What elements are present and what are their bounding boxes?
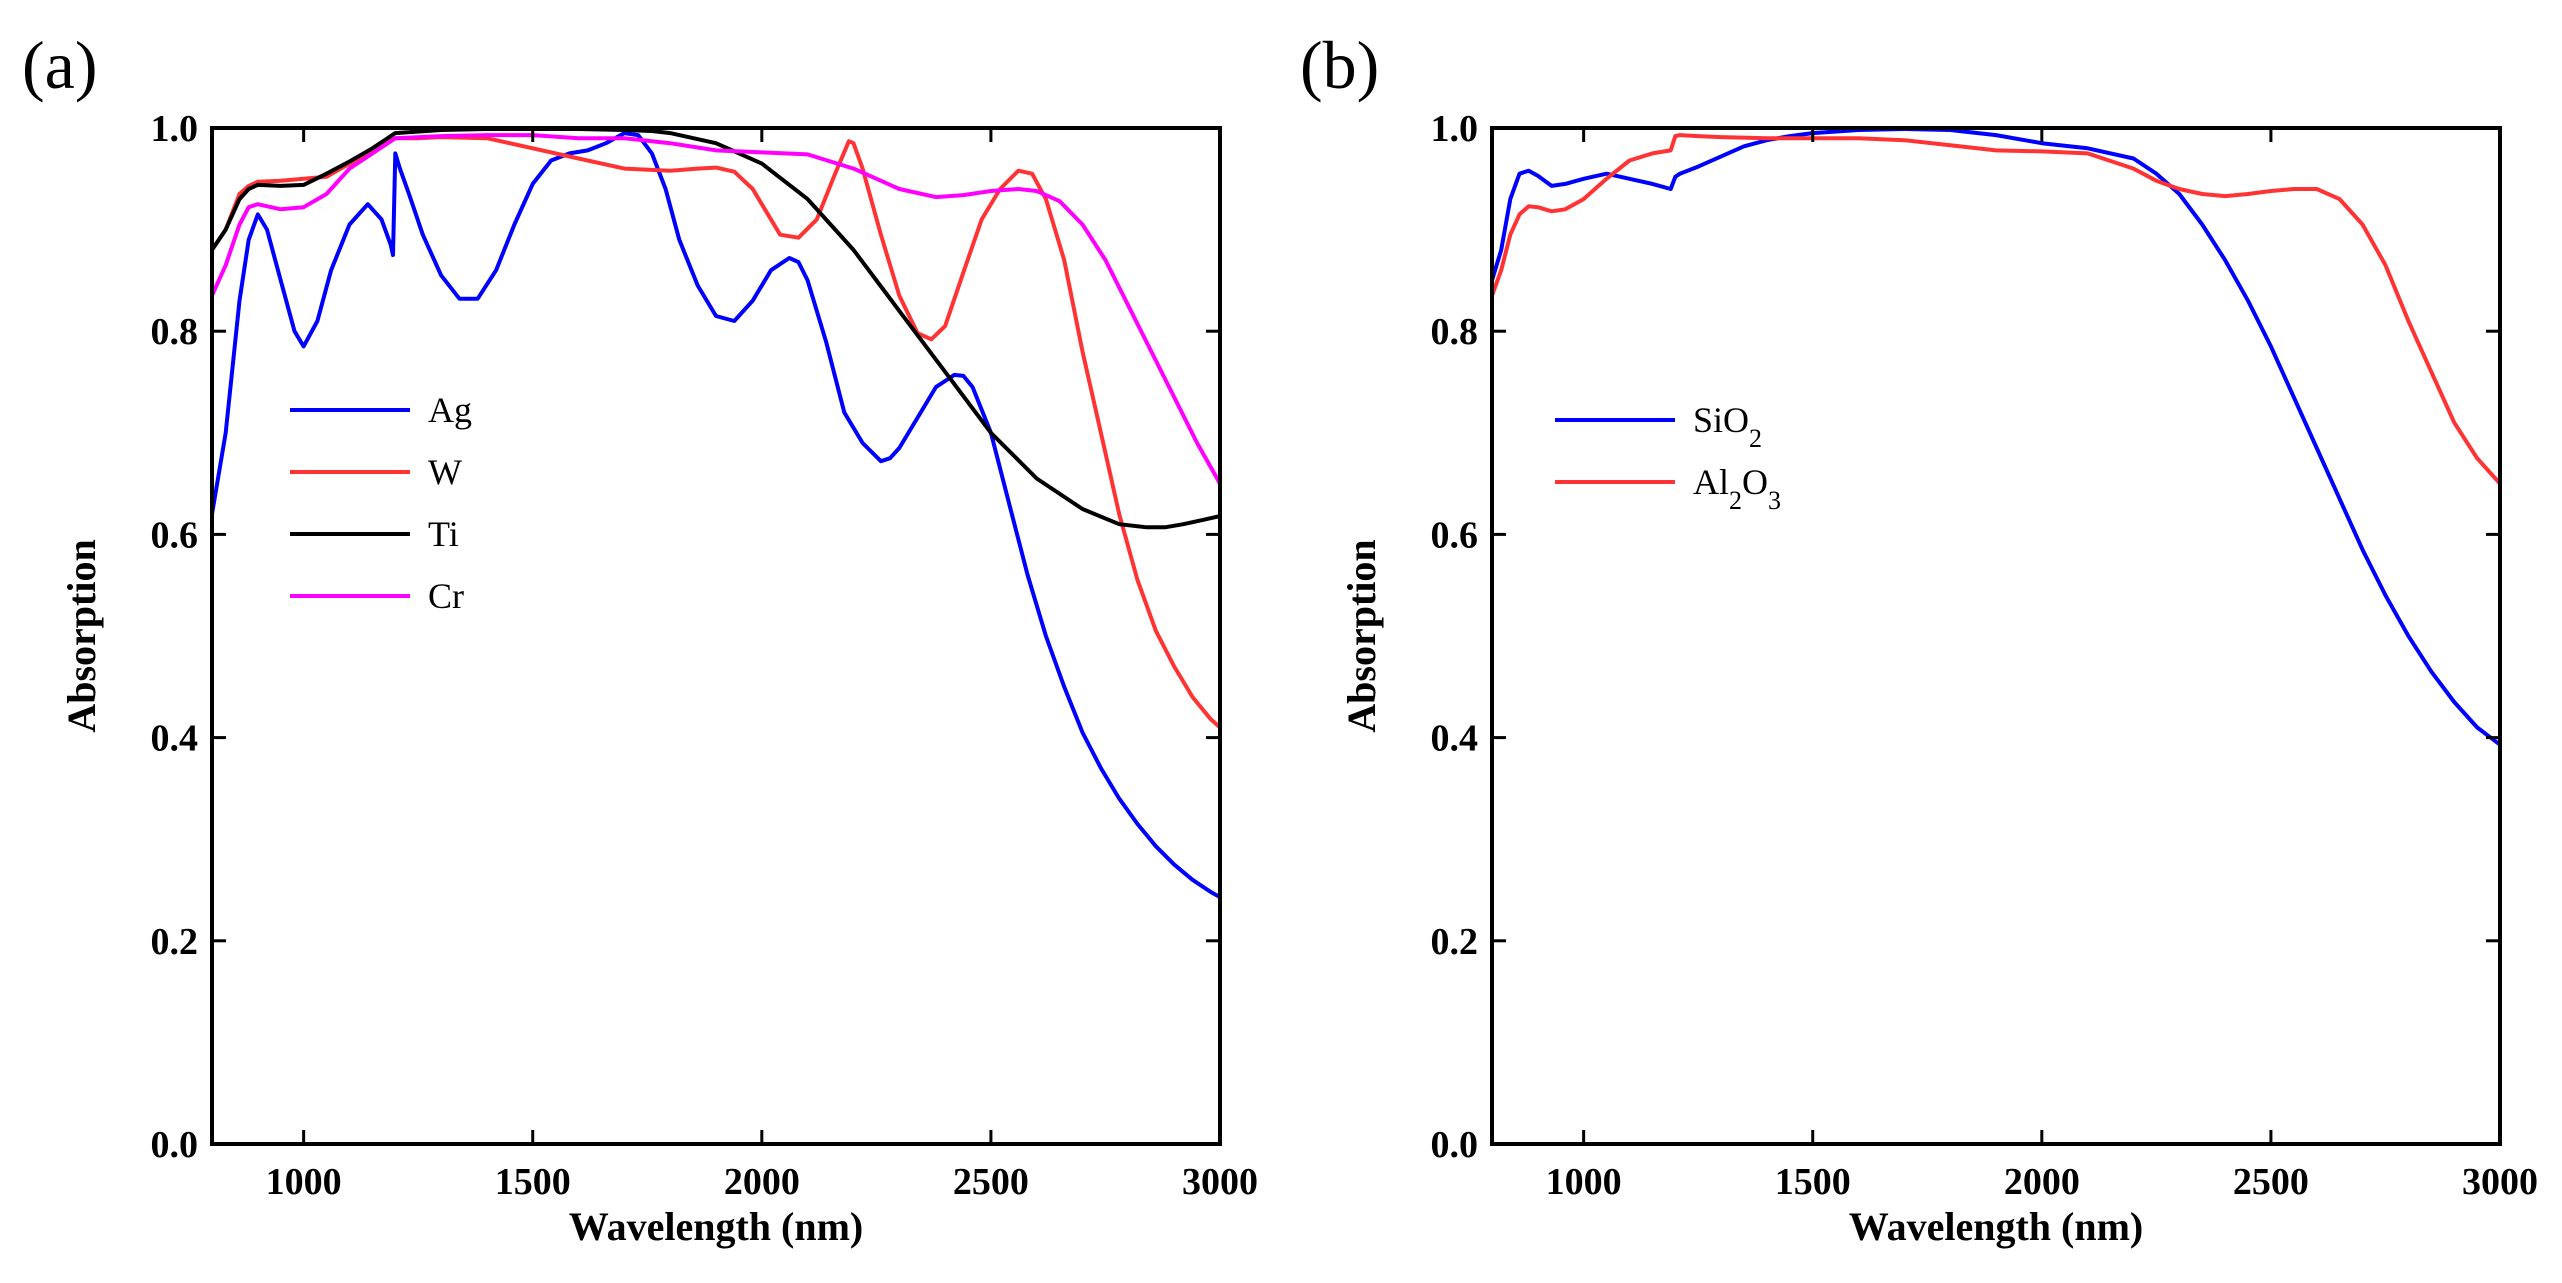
x-tick-label: 1500: [495, 1161, 571, 1203]
chart-panel-a: (a) 1000 1500 2000 2500 3000 0.0 0.2 0.4 0.6 0.8 1.…: [22, 27, 1258, 1249]
y-axis-title: Absorption: [59, 539, 104, 732]
legend-label-name: Cr: [428, 576, 464, 616]
legend-label-name: SiO: [1693, 400, 1749, 440]
legend: Ag W Ti Cr: [290, 390, 472, 616]
legend-label-name: Ag: [428, 390, 472, 430]
y-tick-label: 1.0: [1431, 108, 1479, 150]
y-tick-label: 1.0: [151, 108, 199, 150]
legend-label: Al2O3: [1693, 462, 1781, 515]
legend-label: Ag: [428, 390, 472, 430]
panel-label: (b): [1300, 27, 1379, 103]
x-tick-label: 3000: [1182, 1161, 1258, 1203]
legend-label-name: Ti: [428, 514, 459, 554]
series-line-ti: [212, 127, 1220, 530]
x-tick-label: 2500: [953, 1161, 1029, 1203]
y-tick-label: 0.8: [1431, 311, 1479, 353]
series-line-sio2: [1492, 127, 2500, 747]
chart-panel-b: (b) 1000 1500 2000 2500 3000 0.0 0.2 0.4 0.6 0.8 1.…: [1300, 27, 2538, 1249]
y-tick-label: 0.4: [151, 718, 199, 760]
series-line-al2o3: [1492, 133, 2500, 486]
legend-label-subscript: 2: [1729, 486, 1742, 515]
y-tick-label: 0.4: [1431, 718, 1479, 760]
y-tick-label: 0.2: [151, 921, 199, 963]
series-line-cr: [212, 133, 1220, 486]
legend-label: Cr: [428, 576, 464, 616]
y-tick-label: 0.0: [151, 1124, 199, 1166]
legend-label: SiO2: [1693, 400, 1762, 453]
plot-frame: [210, 126, 1222, 1146]
series-line-ag: [212, 131, 1220, 900]
y-tick-label: 0.6: [151, 514, 199, 556]
series-line-w: [212, 135, 1220, 730]
panel-label: (a): [22, 27, 97, 103]
legend-label-subscript: 3: [1768, 486, 1781, 515]
legend-label: Ti: [428, 514, 459, 554]
x-axis-title: Wavelength (nm): [1849, 1204, 2143, 1249]
x-tick-label: 2000: [2004, 1161, 2080, 1203]
legend-label-name: Al: [1693, 462, 1729, 502]
x-tick-label: 1500: [1775, 1161, 1851, 1203]
legend-label: W: [428, 452, 462, 492]
legend-label-suffix: O: [1742, 462, 1768, 502]
x-axis-title: Wavelength (nm): [569, 1204, 863, 1249]
legend-label-name: W: [428, 452, 462, 492]
x-tick-label: 2500: [2233, 1161, 2309, 1203]
plot-frame: [1490, 126, 2502, 1146]
x-tick-label: 1000: [266, 1161, 342, 1203]
y-tick-label: 0.0: [1431, 1124, 1479, 1166]
y-axis-title: Absorption: [1339, 539, 1384, 732]
x-tick-label: 1000: [1546, 1161, 1622, 1203]
y-tick-label: 0.2: [1431, 921, 1479, 963]
legend-label-subscript: 2: [1749, 424, 1762, 453]
x-tick-label: 3000: [2462, 1161, 2538, 1203]
y-tick-label: 0.6: [1431, 514, 1479, 556]
x-tick-label: 2000: [724, 1161, 800, 1203]
y-tick-label: 0.8: [151, 311, 199, 353]
